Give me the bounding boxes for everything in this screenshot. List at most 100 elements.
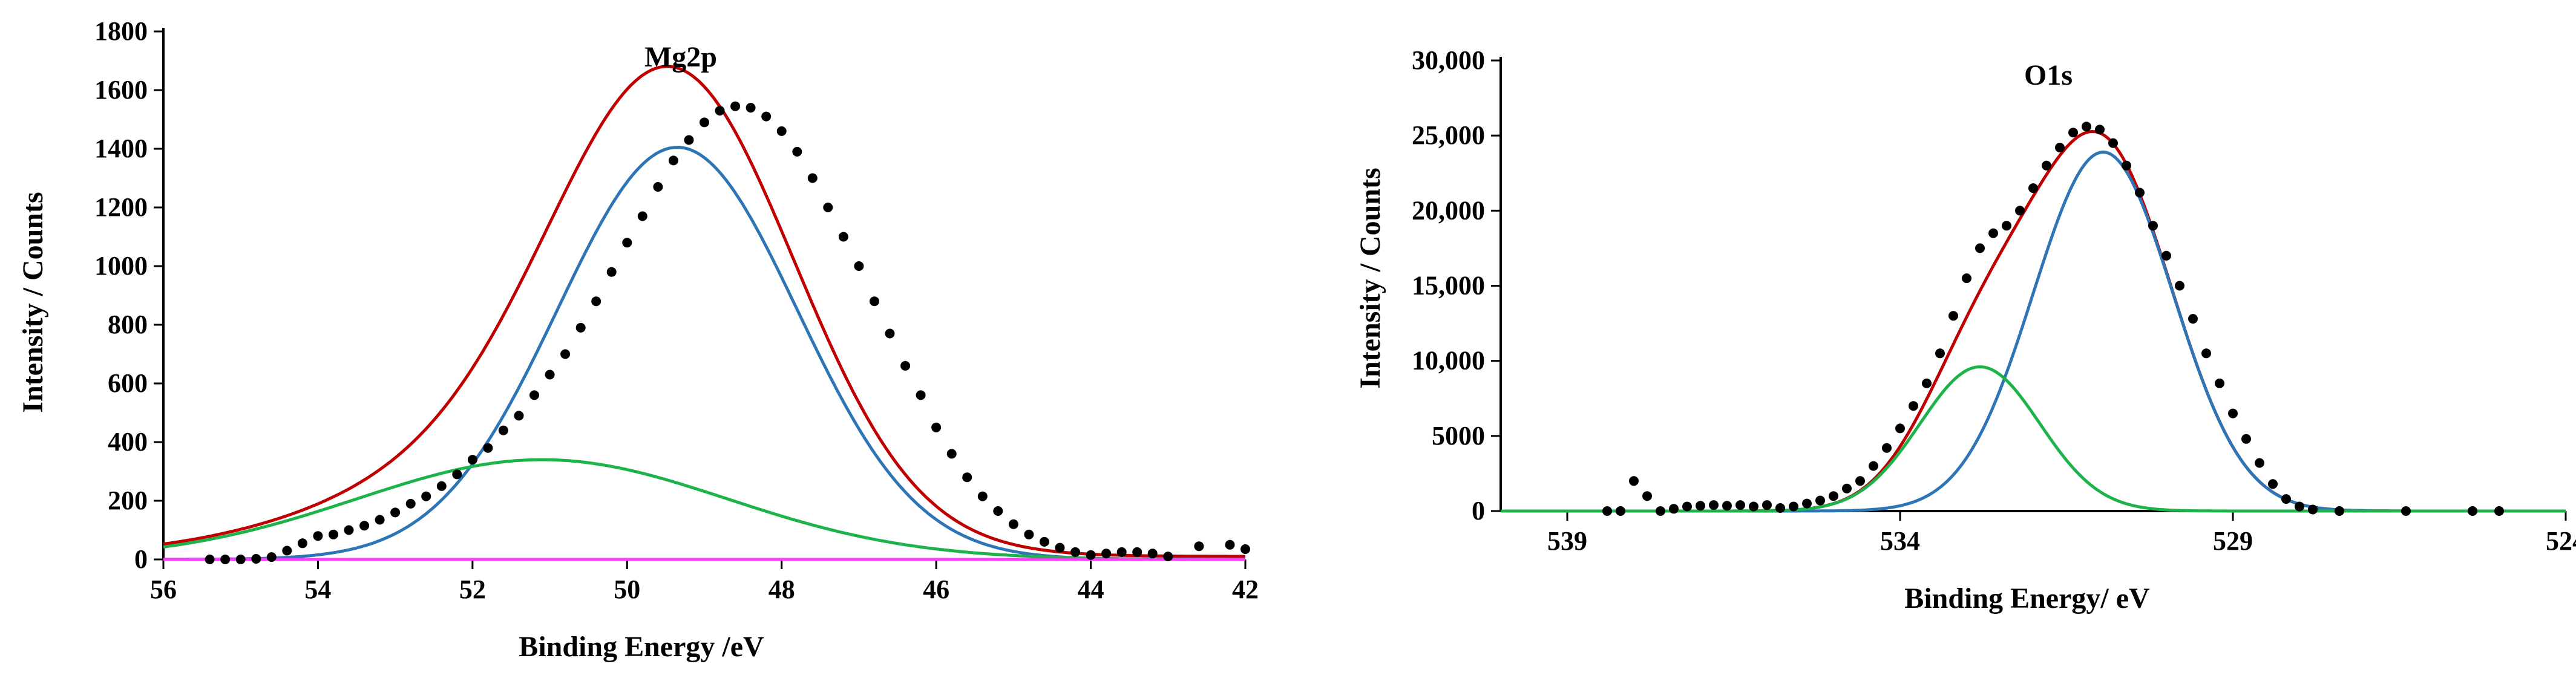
data-point: [2335, 506, 2344, 516]
y-tick-label: 15,000: [1412, 271, 1485, 301]
data-point: [1101, 549, 1112, 559]
data-point: [885, 328, 895, 339]
data-point: [1709, 500, 1719, 510]
data-point: [1749, 501, 1758, 512]
minor-peak-curve: [1501, 365, 2566, 513]
data-point: [715, 106, 725, 116]
data-point: [2068, 128, 2078, 138]
data-point: [2201, 348, 2211, 359]
data-point: [1948, 311, 1958, 321]
data-point: [313, 531, 323, 541]
y-tick-label: 20,000: [1412, 195, 1485, 225]
y-tick-label: 1000: [94, 251, 148, 281]
data-point: [1055, 542, 1065, 553]
data-point: [1935, 348, 1945, 359]
data-point: [2308, 504, 2318, 515]
data-point: [421, 491, 431, 501]
data-point: [2095, 125, 2105, 135]
data-point: [2122, 160, 2131, 171]
y-tick-label: 200: [108, 486, 148, 515]
x-tick-label: 48: [769, 575, 795, 604]
data-point: [2401, 506, 2411, 516]
data-point: [498, 425, 508, 435]
data-point: [1829, 491, 1838, 501]
y-tick-label: 600: [108, 368, 148, 398]
data-point: [329, 529, 338, 539]
data-point: [993, 506, 1003, 516]
data-point: [900, 360, 911, 371]
data-point: [1194, 541, 1204, 552]
data-point: [2468, 506, 2477, 516]
main-peak-curve: [163, 146, 1245, 561]
data-point: [575, 322, 586, 333]
y-tick-label: 800: [108, 310, 148, 339]
data-point: [2015, 206, 2025, 216]
data-point: [2042, 160, 2051, 171]
data-point: [251, 554, 261, 564]
data-point: [606, 267, 617, 277]
data-point: [931, 422, 942, 432]
y-tick-label: 400: [108, 427, 148, 457]
x-tick-label: 52: [459, 575, 486, 604]
data-point: [1882, 443, 1892, 453]
data-point: [761, 111, 772, 122]
x-tick-label: 46: [923, 575, 949, 604]
data-point: [2082, 122, 2091, 132]
data-point: [2494, 506, 2504, 516]
data-point: [405, 498, 416, 509]
data-point: [1722, 501, 1732, 511]
data-point: [700, 117, 709, 128]
x-tick-label: 50: [614, 575, 640, 604]
data-point: [2175, 281, 2184, 291]
data-point: [220, 555, 231, 564]
data-point: [776, 126, 787, 136]
data-point: [870, 296, 879, 307]
data-point: [1240, 544, 1250, 554]
data-point: [1116, 547, 1127, 557]
y-tick-label: 1400: [94, 134, 148, 163]
data-point: [916, 390, 926, 400]
data-point: [235, 555, 246, 564]
data-point: [297, 538, 307, 549]
data-point: [1616, 506, 1625, 516]
data-point: [2268, 479, 2278, 489]
data-point: [1132, 547, 1142, 557]
data-point: [483, 443, 493, 453]
data-point: [514, 411, 524, 421]
y-axis-label: Intensity / Counts: [1354, 168, 1386, 388]
data-point: [2002, 221, 2011, 231]
data-point: [1682, 501, 1692, 512]
data-point: [205, 555, 215, 564]
envelope-curve: [163, 65, 1245, 558]
data-point: [1802, 498, 1812, 509]
data-point: [746, 103, 756, 113]
y-tick-label: 25,000: [1412, 120, 1485, 150]
data-point: [1602, 506, 1612, 516]
data-point: [730, 101, 741, 111]
o1s-chart: 0 5000 10,000 15,000 20,000 25,000 30,000 539 53…: [1354, 45, 2576, 614]
data-point: [977, 491, 988, 501]
data-point: [2188, 314, 2198, 324]
x-tick-label: 44: [1078, 575, 1104, 604]
data-point: [1696, 501, 1705, 511]
x-axis-label: Binding Energy /eV: [519, 631, 764, 663]
data-point: [452, 469, 462, 480]
data-point: [1988, 228, 1998, 238]
data-point: [1225, 539, 1235, 550]
chart-title: O1s: [2024, 59, 2073, 91]
data-point: [1669, 504, 1679, 514]
y-tick-label: 0: [1472, 496, 1485, 526]
data-point: [1762, 500, 1772, 510]
data-point: [1842, 483, 1852, 493]
x-tick-label: 54: [304, 575, 331, 604]
data-point: [591, 296, 601, 307]
x-tick-label: 529: [2213, 526, 2253, 556]
data-point: [2281, 494, 2291, 504]
data-point: [1869, 461, 1878, 471]
data-point: [529, 390, 539, 400]
data-point: [946, 449, 957, 459]
data-point: [2215, 378, 2224, 388]
data-point: [1775, 503, 1785, 513]
data-point: [2108, 138, 2118, 148]
data-point: [1656, 506, 1665, 516]
